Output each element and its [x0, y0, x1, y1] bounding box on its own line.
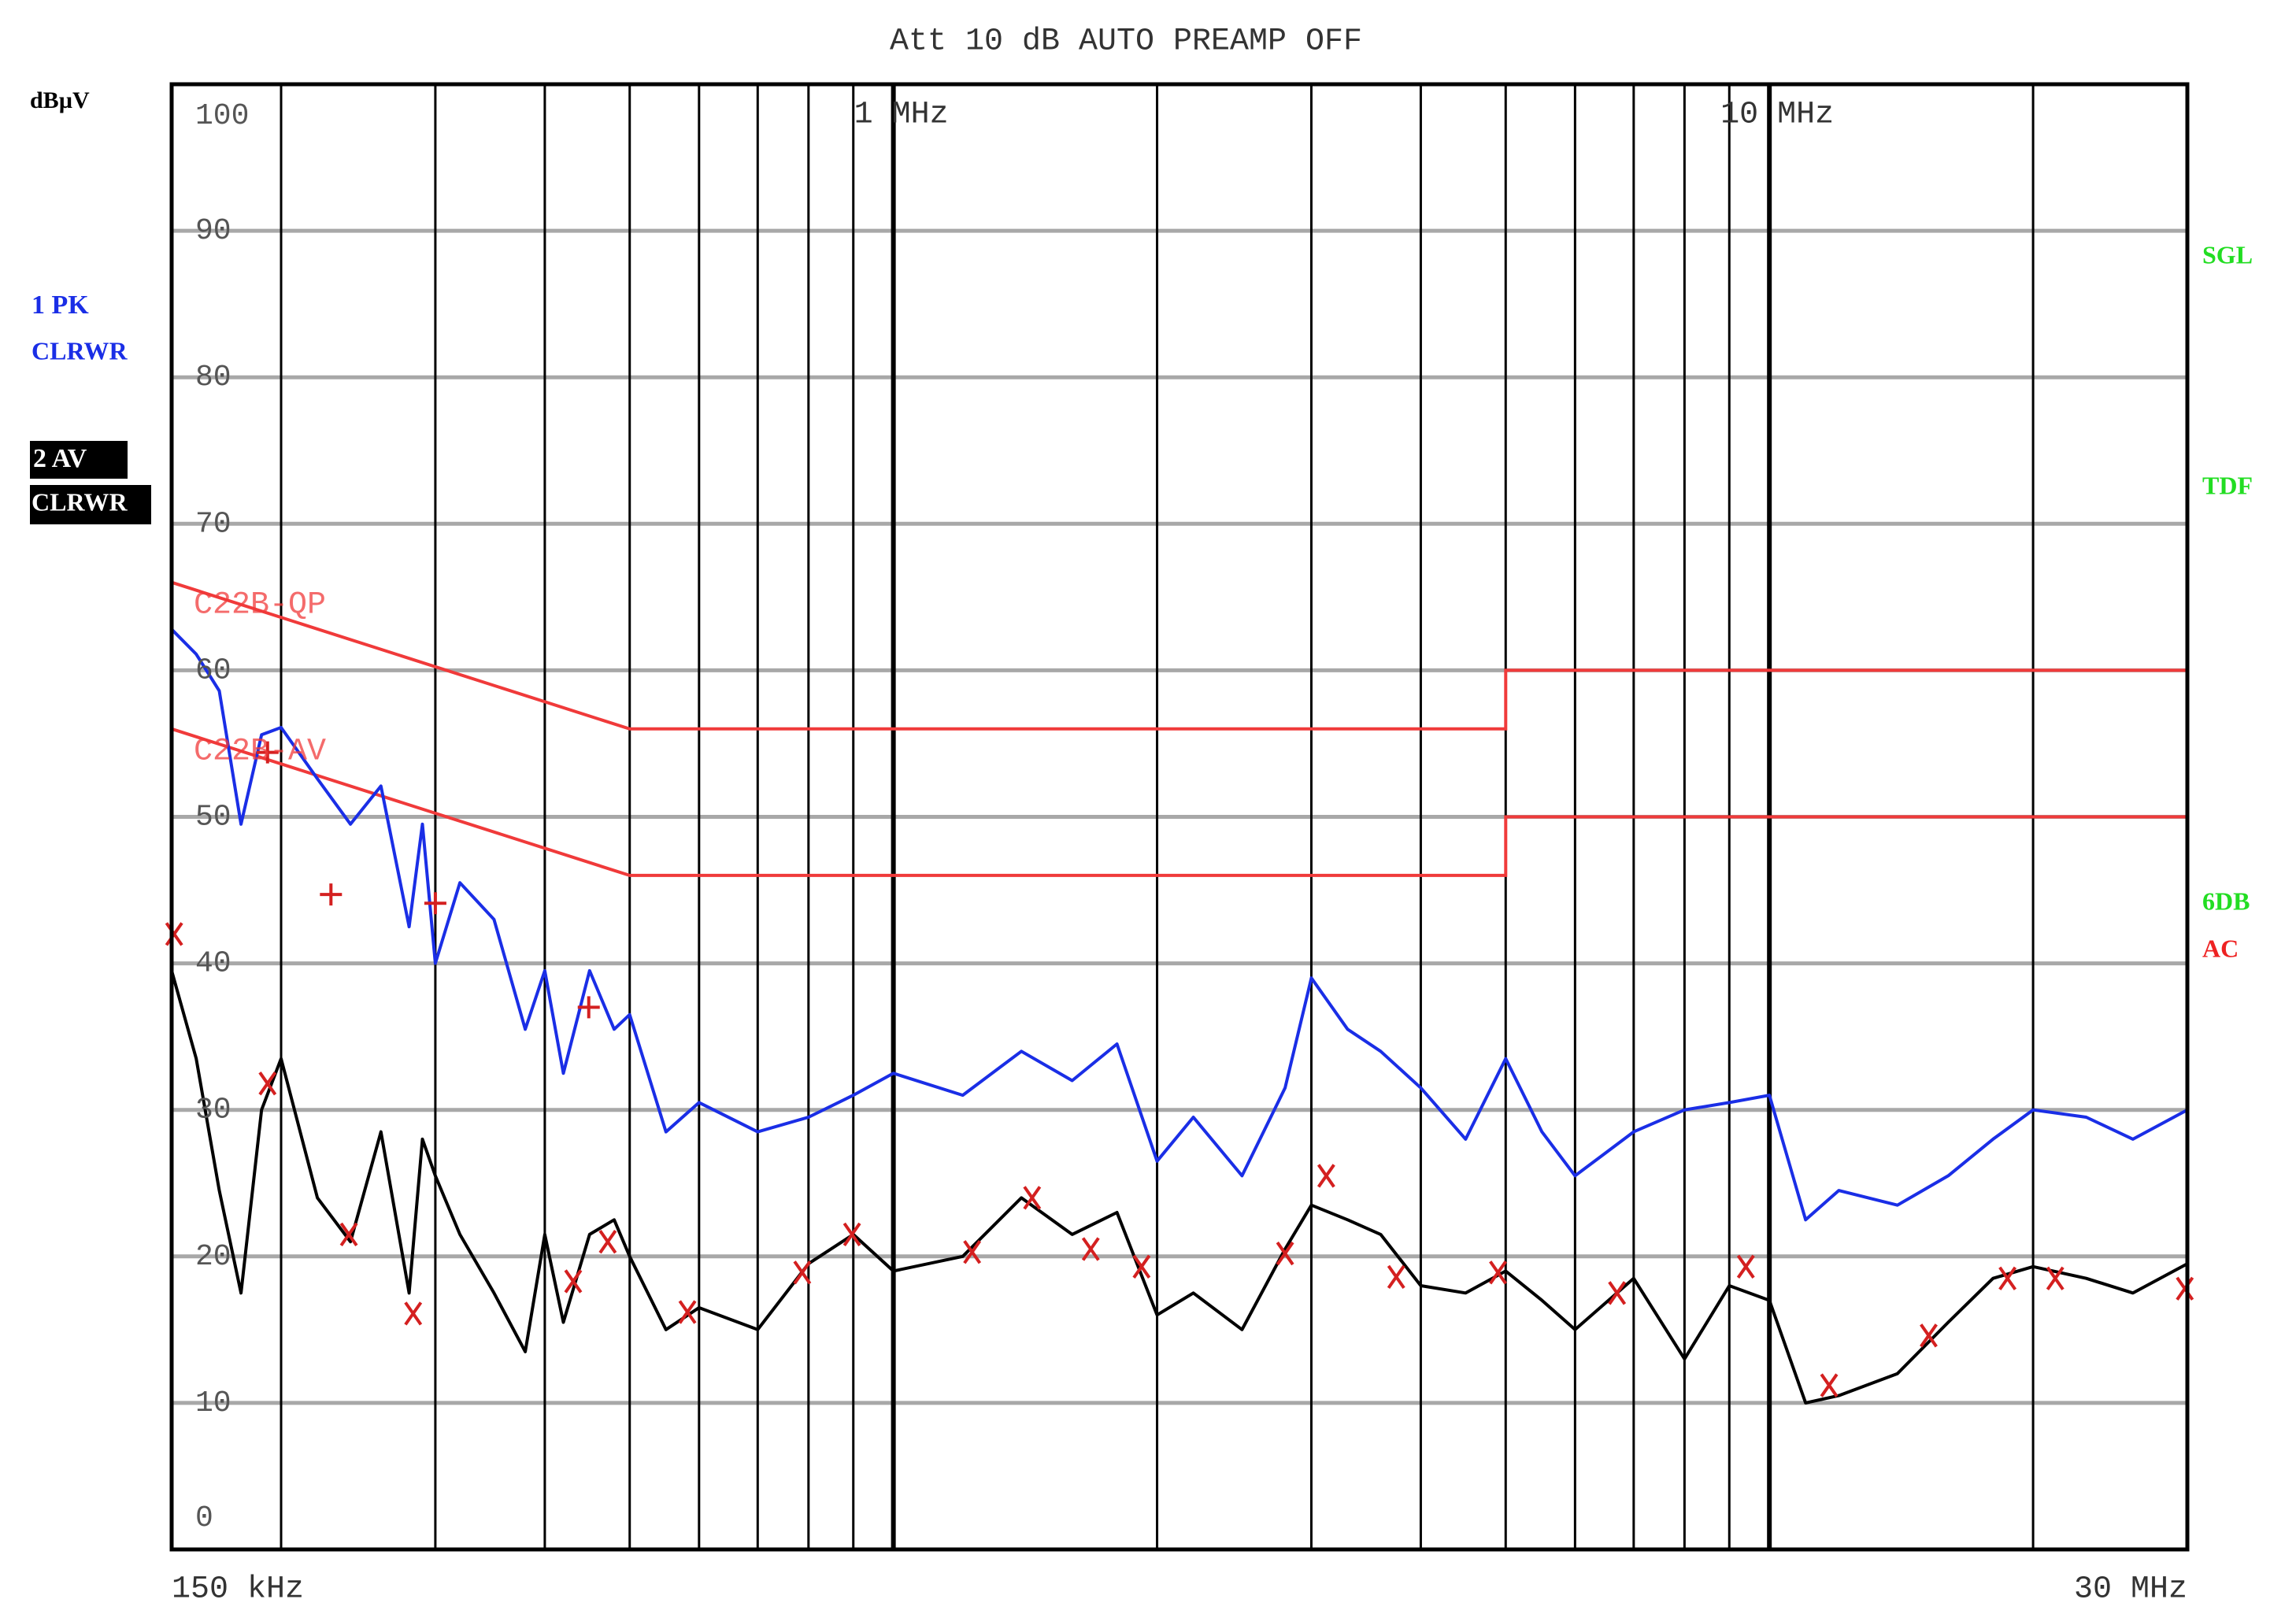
y-tick-label: 30: [195, 1094, 231, 1127]
x-tick-label: 150 kHz: [172, 1572, 304, 1608]
trace: [170, 970, 2188, 1405]
x-tick-label: 10 MHz: [1720, 98, 1834, 133]
result-marker: [256, 741, 279, 764]
status-label: AC: [2202, 934, 2239, 962]
result-marker: [1132, 1254, 1151, 1279]
result-marker: [598, 1230, 617, 1254]
result-marker: [577, 996, 600, 1019]
result-marker: [2176, 1276, 2194, 1301]
trace-mode: CLRWR: [31, 487, 128, 516]
x-tick-label: 30 MHz: [2074, 1572, 2187, 1608]
result-marker: [1081, 1237, 1100, 1261]
result-marker: [1023, 1186, 1042, 1210]
result-marker: [258, 1072, 277, 1096]
plot-area: [165, 580, 2194, 1405]
y-tick-label: 70: [195, 507, 231, 541]
status-label: 6DB: [2202, 887, 2250, 915]
result-marker: [793, 1260, 812, 1285]
limit-label: C22B-QP: [194, 587, 326, 623]
trace: [170, 627, 2188, 1222]
limit-label: C22B-AV: [194, 734, 326, 769]
result-marker: [1276, 1241, 1294, 1266]
limit-line: [171, 727, 2187, 877]
chart-title: Att 10 dB AUTO PREAMP OFF: [890, 24, 1362, 60]
result-marker: [564, 1269, 583, 1294]
result-marker: [842, 1222, 861, 1247]
trace-highlight: [30, 441, 128, 479]
status-label: TDF: [2202, 471, 2253, 499]
result-marker: [2046, 1266, 2065, 1290]
result-marker: [424, 892, 446, 915]
result-marker: [678, 1300, 697, 1324]
y-unit: dBµV: [30, 87, 90, 113]
result-marker: [339, 1222, 358, 1247]
result-marker: [1387, 1264, 1405, 1289]
plot-frame: [169, 82, 2190, 1552]
result-marker: [1608, 1281, 1627, 1305]
trace-mode: CLRWR: [31, 336, 128, 365]
result-marker: [320, 883, 343, 906]
result-marker: [1998, 1266, 2017, 1290]
status-label: SGL: [2202, 240, 2253, 268]
y-tick-label: 20: [195, 1240, 231, 1274]
result-marker: [404, 1301, 423, 1326]
trace-name: 1 PK: [31, 291, 89, 320]
limit-line: [171, 580, 2187, 731]
y-tick-label: 40: [195, 947, 231, 981]
x-tick-label: 1 MHz: [854, 98, 949, 133]
result-marker: [165, 922, 183, 946]
y-tick-label: 0: [195, 1501, 213, 1535]
result-marker: [1316, 1164, 1335, 1188]
result-marker: [1489, 1260, 1507, 1285]
result-marker: [1736, 1254, 1755, 1279]
y-tick-label: 100: [195, 99, 249, 133]
y-tick-label: 80: [195, 361, 231, 394]
y-tick-label: 60: [195, 653, 231, 687]
y-tick-label: 50: [195, 801, 231, 835]
y-tick-label: 90: [195, 214, 231, 248]
result-marker: [1920, 1323, 1938, 1348]
trace-name: 2 AV: [33, 444, 87, 473]
y-tick-label: 10: [195, 1386, 231, 1420]
trace-highlight: [30, 485, 151, 524]
result-marker: [963, 1240, 982, 1264]
result-marker: [1820, 1373, 1839, 1397]
